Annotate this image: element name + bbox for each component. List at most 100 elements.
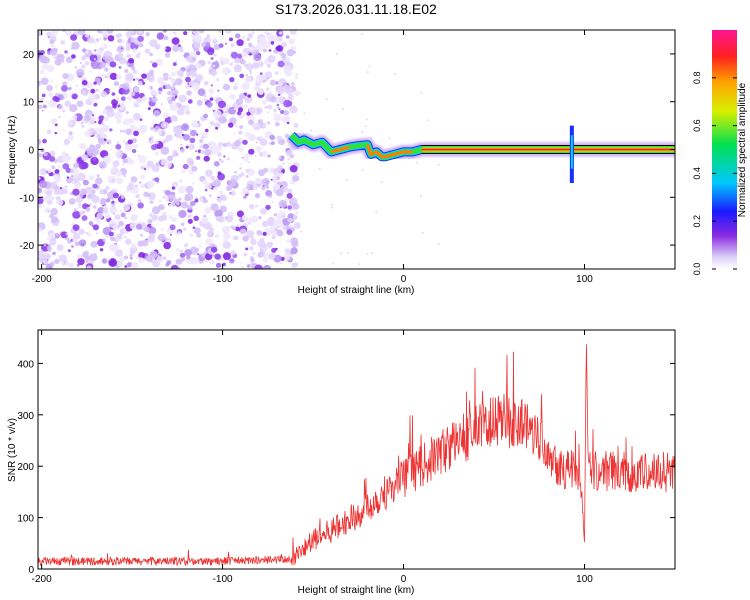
noise-blob [204,42,211,48]
noise-blob [162,112,169,119]
y-tick-label: 0 [28,146,34,157]
noise-blob [220,160,224,164]
noise-blob [191,165,198,172]
noise-blob [241,52,248,58]
noise-blob [201,42,207,48]
noise-blob [91,193,96,199]
noise-blob [75,68,85,77]
noise-blob [67,239,72,244]
noise-blob [58,255,61,258]
noise-blob [167,155,173,162]
noise-blob [84,33,90,38]
noise-speck [366,252,369,255]
noise-blob [112,213,116,215]
noise-blob [137,30,143,34]
noise-blob [169,102,178,112]
noise-blob [151,164,160,172]
noise-blob [225,215,234,223]
noise-blob [247,94,252,98]
noise-blob [247,33,254,39]
noise-blob [261,186,266,191]
noise-blob [215,126,219,130]
noise-blob [118,256,125,263]
noise-blob [200,131,208,139]
noise-blob [240,262,243,265]
noise-blob [154,177,160,183]
noise-blob [277,210,287,219]
noise-blob [199,139,204,144]
noise-blob [271,235,276,240]
noise-blob [123,174,126,178]
noise-blob [235,33,241,39]
noise-blob [84,50,89,54]
noise-blob [138,52,141,55]
noise-blob [89,144,94,149]
noise-blob [280,110,285,114]
noise-blob [105,186,110,190]
noise-blob [107,153,110,156]
x-tick-label: -200 [32,274,52,285]
noise-blob [121,162,125,166]
noise-blob [164,77,168,81]
noise-blob [54,169,60,174]
noise-blob [140,174,145,180]
noise-blob [273,108,277,113]
noise-blob [179,48,184,53]
noise-blob [109,236,115,242]
noise-blob [127,262,133,267]
noise-blob [289,105,298,114]
noise-blob [165,262,170,267]
noise-blob [137,202,144,209]
noise-blob [154,125,160,131]
noise-blob [282,84,291,93]
noise-blob [109,148,112,151]
noise-speck [375,211,378,214]
noise-blob [41,93,46,98]
noise-blob [247,161,251,164]
noise-blob [204,149,212,157]
noise-blob [172,31,175,34]
noise-blob [138,124,148,133]
x-tick-label: 0 [401,574,407,585]
noise-blob [78,203,82,206]
noise-blob [203,80,209,86]
noise-blob [254,107,263,115]
noise-blob [55,233,59,237]
noise-blob [106,109,115,118]
noise-blob [147,219,153,224]
noise-speck [388,137,391,140]
noise-blob [287,143,292,148]
noise-blob [132,113,141,121]
noise-blob [279,31,283,35]
noise-blob [49,79,53,83]
noise-blob [146,180,155,189]
noise-speck [419,194,422,197]
noise-blob [288,38,295,45]
noise-speck [336,52,338,55]
noise-blob [253,85,260,91]
noise-blob [122,118,131,126]
noise-blob [191,30,200,35]
x-tick-label: -100 [213,574,233,585]
noise-blob [168,99,173,105]
noise-blob [280,172,284,176]
noise-blob [116,224,121,229]
noise-blob [138,252,146,259]
noise-blob [103,43,108,48]
noise-blob [262,257,269,263]
noise-blob [292,174,300,182]
noise-blob [270,229,277,236]
noise-blob [218,43,224,48]
noise-blob [234,139,242,147]
noise-blob [277,225,280,228]
noise-blob [162,30,167,33]
noise-blob [125,45,131,51]
noise-blob [125,111,129,115]
noise-blob [171,89,179,96]
noise-blob [116,74,122,80]
noise-blob [258,61,264,67]
noise-blob [179,46,183,49]
noise-blob [47,92,54,98]
noise-blob [44,207,51,214]
noise-blob [203,198,208,204]
